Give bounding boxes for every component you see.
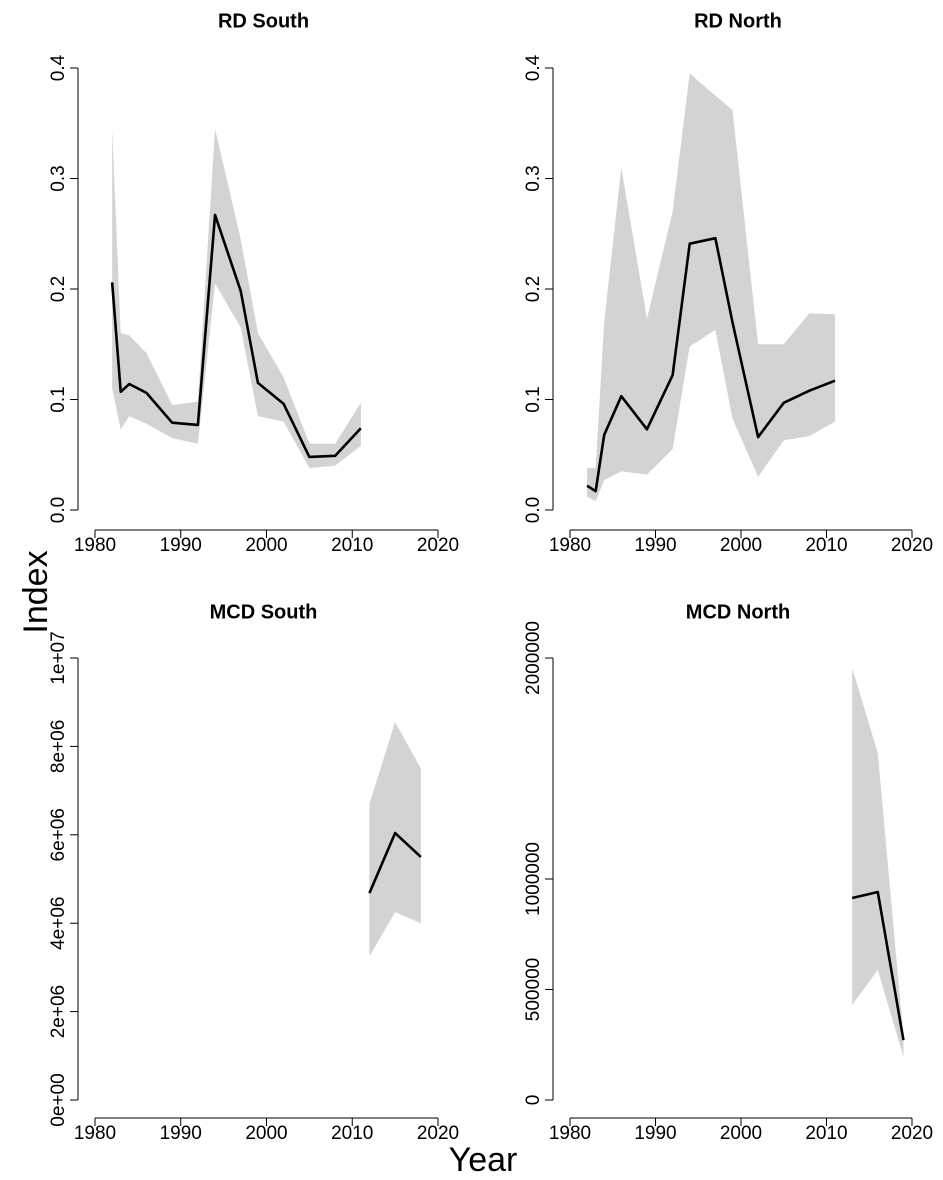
line	[586, 236, 836, 493]
x-tick-label: 2010	[805, 535, 847, 556]
line	[851, 890, 905, 1041]
y-axis-label: Index	[17, 550, 55, 633]
x-tick-label: 1980	[549, 1123, 591, 1144]
y-tick-label: 0.0	[523, 497, 544, 523]
x-tick-label: 2000	[720, 535, 762, 556]
y-tick-label: 2e+06	[48, 985, 69, 1038]
y-tick-label: 2000000	[523, 621, 544, 695]
confidence-band	[587, 73, 836, 502]
panel-title: MCD North	[686, 601, 790, 623]
y-tick-label: 0.3	[48, 165, 69, 191]
x-tick-label: 1990	[634, 1123, 676, 1144]
y-tick-label: 0e+00	[48, 1073, 69, 1126]
y-tick-label: 6e+06	[48, 808, 69, 861]
confidence-band	[369, 722, 421, 957]
x-tick-label: 1990	[160, 1123, 202, 1144]
panel-title: RD North	[694, 10, 782, 32]
y-tick-label: 0.2	[523, 276, 544, 302]
y-tick-label: 4e+06	[48, 897, 69, 950]
x-tick-label: 2020	[891, 535, 933, 556]
panel-title: RD South	[218, 10, 309, 32]
y-tick-label: 8e+06	[48, 720, 69, 773]
x-tick-label: 1980	[74, 1123, 116, 1144]
x-tick-label: 2010	[805, 1123, 847, 1144]
x-tick-label: 1980	[549, 535, 591, 556]
x-axis-label: Year	[449, 1141, 518, 1179]
x-tick-label: 2020	[417, 1123, 459, 1144]
confidence-band	[112, 128, 361, 469]
x-tick-label: 2020	[417, 535, 459, 556]
y-tick-label: 0.1	[523, 386, 544, 412]
y-tick-label: 0.2	[48, 276, 69, 302]
y-tick-label: 500000	[523, 958, 544, 1021]
y-tick-label: 0.3	[523, 165, 544, 191]
y-tick-label: 0.1	[48, 386, 69, 412]
y-tick-label: 1e+07	[48, 631, 69, 684]
x-tick-label: 1980	[74, 535, 116, 556]
y-tick-label: 0	[523, 1095, 544, 1106]
line	[368, 831, 422, 894]
x-tick-label: 2000	[245, 1123, 287, 1144]
x-tick-label: 2000	[245, 535, 287, 556]
y-tick-label: 0.0	[48, 497, 69, 523]
x-tick-label: 2010	[331, 1123, 373, 1144]
x-tick-label: 2000	[720, 1123, 762, 1144]
y-tick-label: 0.4	[523, 54, 544, 81]
panel-title: MCD South	[210, 601, 318, 623]
y-tick-label: 0.4	[48, 54, 69, 81]
line	[110, 213, 362, 459]
y-tick-label: 1000000	[523, 842, 544, 916]
x-tick-label: 2020	[891, 1123, 933, 1144]
x-tick-label: 1990	[634, 535, 676, 556]
x-tick-label: 2010	[331, 535, 373, 556]
x-tick-label: 1990	[160, 535, 202, 556]
